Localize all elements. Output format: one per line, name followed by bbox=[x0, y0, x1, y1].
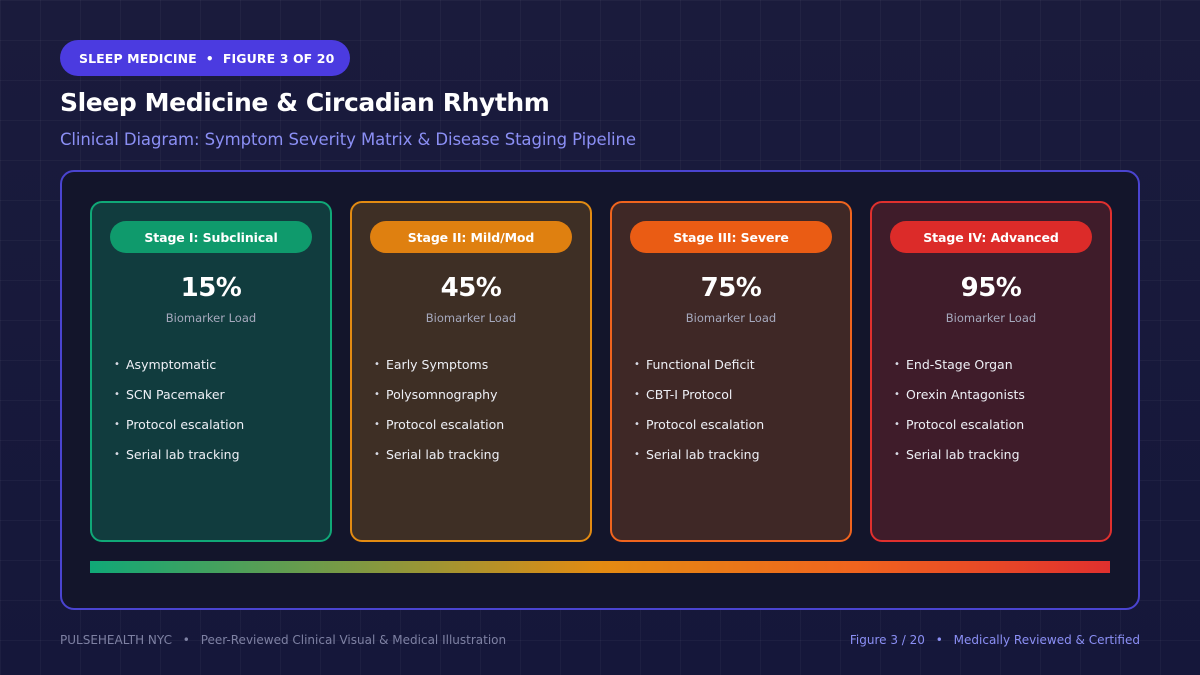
bullet-icon: • bbox=[894, 388, 900, 400]
stage-card-2: Stage II: Mild/Mod 45% Biomarker Load • E… bbox=[350, 201, 592, 542]
list-item-label: Protocol escalation bbox=[906, 416, 1025, 432]
list-item: • Serial lab tracking bbox=[894, 439, 1025, 469]
bullet-icon: • bbox=[894, 448, 900, 460]
stage-item-list: • Functional Deficit • CBT-I Protocol • Pro… bbox=[634, 349, 764, 469]
bullet-icon: • bbox=[894, 358, 900, 370]
severity-gradient-bar bbox=[90, 561, 1110, 573]
bullet-icon: • bbox=[114, 388, 120, 400]
stage-card-3: Stage III: Severe 75% Biomarker Load • Fu… bbox=[610, 201, 852, 542]
list-item: • Polysomnography bbox=[374, 379, 504, 409]
separator-dot: • bbox=[182, 633, 190, 647]
list-item-label: Serial lab tracking bbox=[126, 446, 240, 462]
list-item: • Early Symptoms bbox=[374, 349, 504, 379]
bullet-icon: • bbox=[894, 418, 900, 430]
list-item-label: Serial lab tracking bbox=[386, 446, 500, 462]
stage-value: 75% bbox=[700, 273, 762, 303]
list-item: • Protocol escalation bbox=[114, 409, 244, 439]
list-item: • Protocol escalation bbox=[634, 409, 764, 439]
figure-pill: SLEEP MEDICINE • FIGURE 3 OF 20 bbox=[60, 40, 350, 76]
stage-value-label: Biomarker Load bbox=[945, 311, 1037, 325]
footer-certification: Medically Reviewed & Certified bbox=[953, 633, 1140, 647]
stage-value-label: Biomarker Load bbox=[165, 311, 257, 325]
stage-badge: Stage II: Mild/Mod bbox=[370, 221, 572, 253]
list-item-label: Polysomnography bbox=[386, 386, 498, 402]
stage-item-list: • Asymptomatic • SCN Pacemaker • Protocol e… bbox=[114, 349, 244, 469]
bullet-icon: • bbox=[634, 358, 640, 370]
stage-value: 45% bbox=[440, 273, 502, 303]
list-item-label: Protocol escalation bbox=[126, 416, 245, 432]
stage-value: 15% bbox=[180, 273, 242, 303]
list-item-label: CBT-I Protocol bbox=[646, 386, 733, 402]
list-item: • Orexin Antagonists bbox=[894, 379, 1025, 409]
figure-label: FIGURE 3 OF 20 bbox=[222, 50, 335, 66]
list-item: • Serial lab tracking bbox=[374, 439, 504, 469]
list-item-label: Early Symptoms bbox=[386, 356, 489, 372]
list-item: • Functional Deficit bbox=[634, 349, 764, 379]
section-label: SLEEP MEDICINE bbox=[79, 50, 197, 66]
list-item: • Serial lab tracking bbox=[634, 439, 764, 469]
separator-dot: • bbox=[205, 50, 214, 66]
footer-figure: Figure 3 / 20 bbox=[849, 633, 925, 647]
list-item-label: Serial lab tracking bbox=[906, 446, 1020, 462]
stage-value: 95% bbox=[960, 273, 1022, 303]
list-item: • End-Stage Organ bbox=[894, 349, 1025, 379]
footer-credits: PULSEHEALTH NYC • Peer-Reviewed Clinical… bbox=[60, 633, 506, 647]
list-item-label: Serial lab tracking bbox=[646, 446, 760, 462]
bullet-icon: • bbox=[634, 418, 640, 430]
bullet-icon: • bbox=[634, 388, 640, 400]
stage-value-label: Biomarker Load bbox=[685, 311, 777, 325]
stage-item-list: • End-Stage Organ • Orexin Antagonists • Pr… bbox=[894, 349, 1025, 469]
bullet-icon: • bbox=[114, 418, 120, 430]
list-item-label: SCN Pacemaker bbox=[126, 386, 225, 402]
stage-item-list: • Early Symptoms • Polysomnography • Protoc… bbox=[374, 349, 504, 469]
bullet-icon: • bbox=[114, 448, 120, 460]
bullet-icon: • bbox=[114, 358, 120, 370]
page-title: Sleep Medicine & Circadian Rhythm bbox=[60, 88, 550, 117]
list-item-label: Orexin Antagonists bbox=[906, 386, 1025, 402]
bullet-icon: • bbox=[634, 448, 640, 460]
list-item: • SCN Pacemaker bbox=[114, 379, 244, 409]
list-item-label: Protocol escalation bbox=[386, 416, 505, 432]
list-item: • CBT-I Protocol bbox=[634, 379, 764, 409]
stage-badge: Stage III: Severe bbox=[630, 221, 832, 253]
separator-dot: • bbox=[935, 633, 943, 647]
page-subtitle: Clinical Diagram: Symptom Severity Matri… bbox=[60, 130, 636, 149]
bullet-icon: • bbox=[374, 388, 380, 400]
stage-badge: Stage I: Subclinical bbox=[110, 221, 312, 253]
list-item-label: Asymptomatic bbox=[126, 356, 217, 372]
list-item-label: Protocol escalation bbox=[646, 416, 765, 432]
bullet-icon: • bbox=[374, 448, 380, 460]
stage-badge: Stage IV: Advanced bbox=[890, 221, 1092, 253]
footer-tagline: Peer-Reviewed Clinical Visual & Medical … bbox=[200, 633, 507, 647]
stage-value-label: Biomarker Load bbox=[425, 311, 517, 325]
list-item-label: Functional Deficit bbox=[646, 356, 755, 372]
list-item: • Protocol escalation bbox=[374, 409, 504, 439]
list-item-label: End-Stage Organ bbox=[906, 356, 1013, 372]
stage-card-4: Stage IV: Advanced 95% Biomarker Load • E… bbox=[870, 201, 1112, 542]
list-item: • Asymptomatic bbox=[114, 349, 244, 379]
stage-card-1: Stage I: Subclinical 15% Biomarker Load … bbox=[90, 201, 332, 542]
footer-org: PULSEHEALTH NYC bbox=[60, 633, 172, 647]
staging-panel: Stage I: Subclinical 15% Biomarker Load … bbox=[60, 170, 1140, 610]
list-item: • Protocol escalation bbox=[894, 409, 1025, 439]
list-item: • Serial lab tracking bbox=[114, 439, 244, 469]
bullet-icon: • bbox=[374, 418, 380, 430]
bullet-icon: • bbox=[374, 358, 380, 370]
footer-figure-info: Figure 3 / 20 • Medically Reviewed & Cer… bbox=[850, 633, 1140, 647]
